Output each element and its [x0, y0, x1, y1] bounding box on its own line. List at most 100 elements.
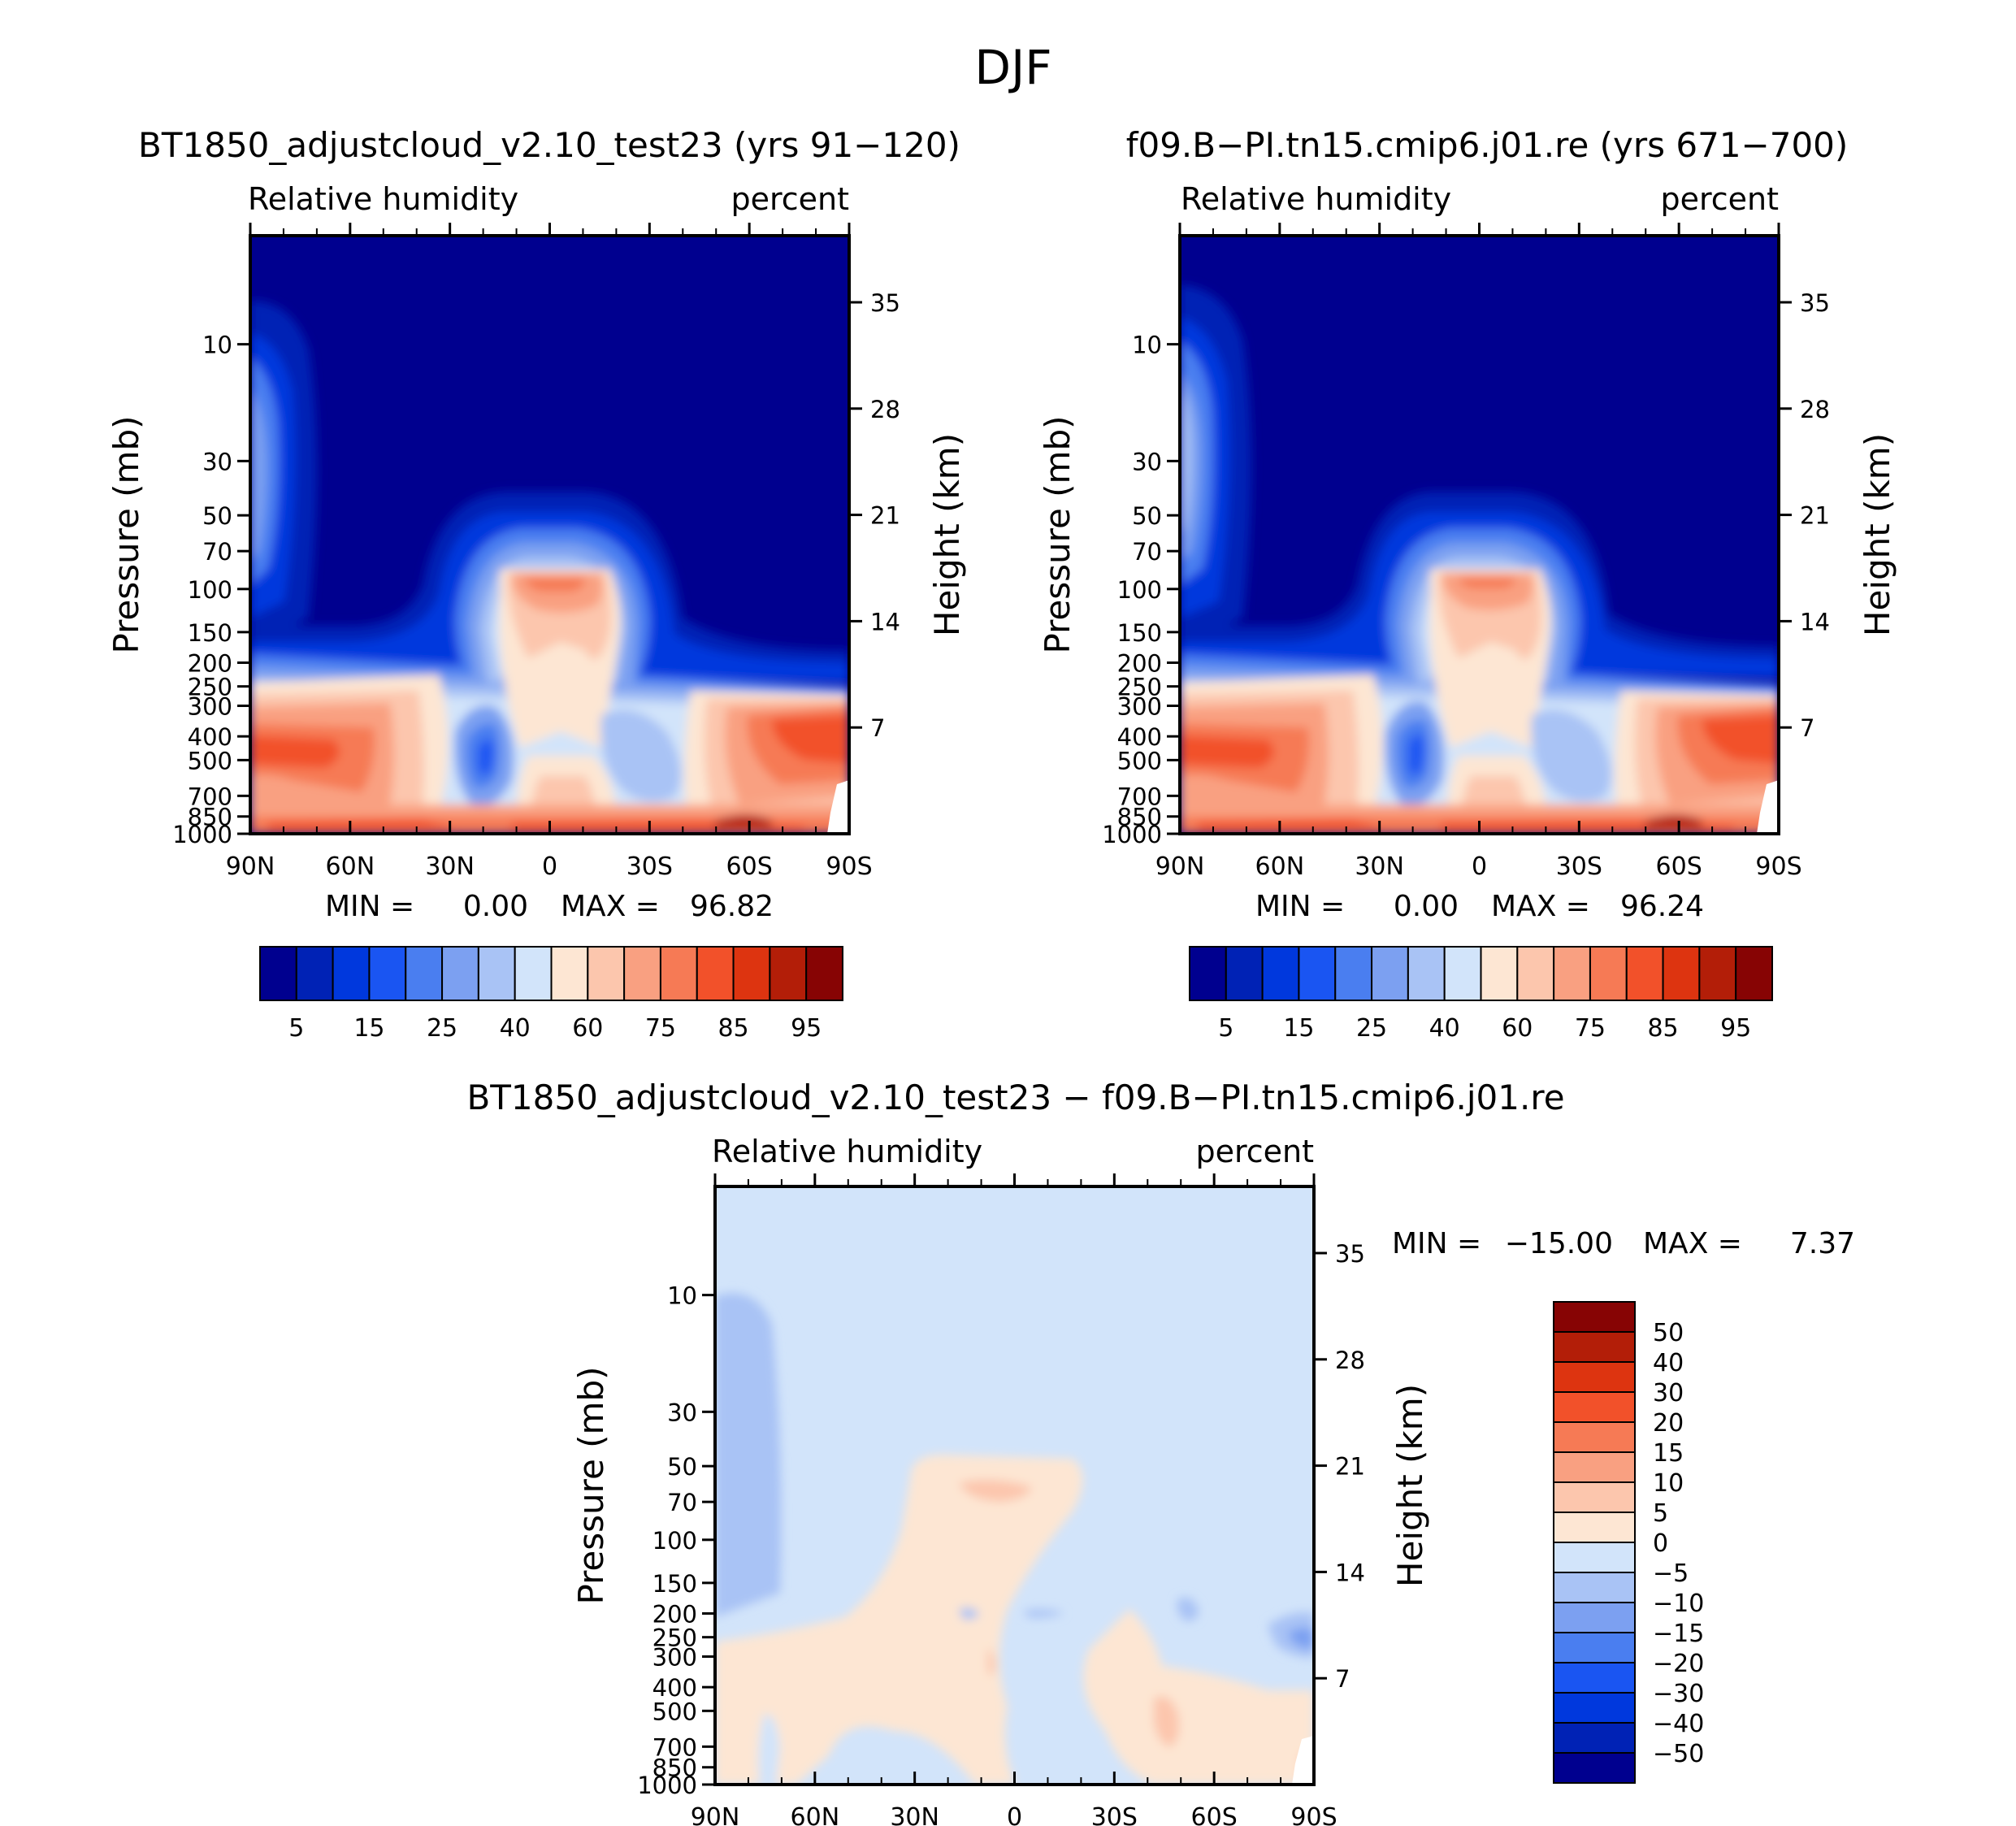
panel-1-colorbar-box — [696, 946, 735, 1001]
panel-2-ytick-right-label: 14 — [1800, 608, 1830, 635]
panel-1-max-label: MAX = — [561, 890, 660, 923]
panel-2-xtick-label: 30S — [1556, 852, 1602, 881]
panel-1: BT1850_adjustcloud_v2.10_test23 (yrs 91−… — [106, 125, 967, 1043]
panel-1-field — [250, 236, 849, 834]
panel-1-ytick-right-label: 21 — [870, 502, 900, 530]
panel-3-colorbar-box — [1553, 1722, 1636, 1754]
panel-3-ytick-label: 300 — [652, 1644, 697, 1672]
panel-3-xtick-label: 0 — [1007, 1803, 1022, 1826]
panel-2-colorbar-box — [1553, 946, 1591, 1001]
panel-2-ytick-label: 50 — [1132, 502, 1162, 530]
panel-2-min-value: 0.00 — [1394, 890, 1459, 923]
figure-title: DJF — [974, 40, 1051, 95]
panel-3-ytick-label: 200 — [652, 1600, 697, 1628]
panel-3-ytick-label: 150 — [652, 1570, 697, 1598]
panel-3-colorbar-box — [1553, 1542, 1636, 1573]
panel-1-ytick-label: 200 — [188, 649, 232, 677]
panel-2-ytick-label: 100 — [1117, 576, 1162, 604]
panel-1-ytick-right-label: 7 — [870, 714, 885, 742]
panel-1-ytick-label: 250 — [188, 674, 232, 701]
panel-2-ytick-right-label: 7 — [1800, 714, 1814, 742]
panel-2-colorbar-box — [1334, 946, 1373, 1001]
panel-1-colorbar-label: 60 — [572, 1014, 603, 1043]
panel-2-colorbar-label: 25 — [1356, 1014, 1387, 1043]
panel-1-ytick-label: 30 — [202, 448, 232, 475]
panel-2-colorbar: 5 15 25 40 60 75 85 95 — [1189, 946, 1773, 1043]
panel-1-min-value: 0.00 — [463, 890, 528, 923]
panel-2-colorbar-box — [1298, 946, 1337, 1001]
panel-2-ytick-label: 700 — [1117, 783, 1162, 810]
panel-3-max-value: 7.37 — [1790, 1227, 1855, 1260]
panel-1-colorbar-box — [659, 946, 698, 1001]
panel-3-colorbar-box — [1553, 1391, 1636, 1423]
panel-1-ytick-right-label: 14 — [870, 608, 900, 635]
panel-1-colorbar-box — [332, 946, 371, 1001]
panel-1-colorbar-box — [405, 946, 444, 1001]
panel-3-colorbar-box — [1553, 1451, 1636, 1483]
panel-2-ylabel: Pressure (mb) — [1038, 415, 1077, 653]
panel-3-colorbar-box — [1553, 1602, 1636, 1633]
panel-3-colorbar-label: 20 — [1653, 1409, 1684, 1438]
panel-2-units: percent — [1660, 181, 1779, 217]
panel-1-ytick-right-label: 28 — [870, 396, 900, 423]
panel-1-ytick-label: 850 — [188, 804, 232, 831]
panel-1-ylabel: Pressure (mb) — [106, 415, 146, 653]
panel-3-ytick-right-label: 14 — [1335, 1559, 1365, 1586]
panel-3-colorbar-label: 50 — [1653, 1319, 1684, 1347]
panel-3-ytick-label: 10 — [667, 1282, 697, 1310]
panel-1-colorbar-box — [623, 946, 661, 1001]
panel-3-ytick-label: 100 — [652, 1527, 697, 1555]
panel-3-max-label: MAX = — [1643, 1227, 1742, 1260]
panel-1-ytick-label: 70 — [202, 538, 232, 566]
panel-3-ytick-label: 400 — [652, 1674, 697, 1702]
panel-2-xtick-label: 60S — [1656, 852, 1702, 881]
panel-1-ytick-label: 100 — [188, 576, 232, 604]
panel-1-minmax: MIN = 0.00 MAX = 96.82 — [325, 890, 774, 923]
panel-1-xtick-label: 90N — [226, 852, 275, 881]
panel-1-colorbar-box — [368, 946, 407, 1001]
panel-2-xtick-label: 90N — [1155, 852, 1205, 881]
panel-3-ytick-label: 50 — [667, 1453, 697, 1481]
panel-3-colorbar-label: 15 — [1653, 1439, 1684, 1468]
panel-3-field — [715, 1186, 1314, 1785]
panel-2-colorbar-label: 60 — [1502, 1014, 1533, 1043]
panel-3-colorbar-box — [1553, 1331, 1636, 1363]
panel-1-variable: Relative humidity — [248, 181, 518, 217]
panel-3-colorbar-label: −40 — [1653, 1710, 1704, 1738]
panel-1-colorbar-label: 75 — [645, 1014, 676, 1043]
panel-3-colorbar-label: −30 — [1653, 1680, 1704, 1708]
panel-3-ytick-label: 30 — [667, 1399, 697, 1426]
panel-3-min-value: −15.00 — [1505, 1227, 1613, 1260]
panel-1-colorbar-label: 40 — [500, 1014, 531, 1043]
panel-3-ylabel: Pressure (mb) — [571, 1366, 611, 1604]
panel-2-colorbar-label: 40 — [1429, 1014, 1460, 1043]
panel-3-title: BT1850_adjustcloud_v2.10_test23 − f09.B−… — [466, 1078, 1564, 1117]
panel-3-ytick-label: 1000 — [637, 1772, 697, 1799]
panel-3-colorbar-label: −20 — [1653, 1650, 1704, 1678]
panel-1-title: BT1850_adjustcloud_v2.10_test23 (yrs 91−… — [138, 125, 960, 165]
panel-3-colorbar-label: 40 — [1653, 1349, 1684, 1377]
panel-2-colorbar-box — [1189, 946, 1227, 1001]
panel-3: BT1850_adjustcloud_v2.10_test23 − f09.B−… — [466, 1078, 1855, 1826]
panel-3-ytick-label: 850 — [652, 1754, 697, 1782]
panel-1-ytick-label: 400 — [188, 723, 232, 751]
panel-2-minmax: MIN = 0.00 MAX = 96.24 — [1255, 890, 1704, 923]
panel-2-axes: 90N 60N 30N 0 30S 60S 90S103050701001502002503… — [1102, 223, 1830, 881]
panel-2-ytick-label: 200 — [1117, 649, 1162, 677]
panel-3-minmax: MIN = −15.00 MAX = 7.37 — [1392, 1227, 1855, 1260]
panel-3-variable: Relative humidity — [712, 1134, 982, 1169]
panel-1-ytick-label: 500 — [188, 747, 232, 774]
panel-2-colorbar-label: 5 — [1218, 1014, 1233, 1043]
panel-2-ytick-right-label: 28 — [1800, 396, 1830, 423]
panel-2-ytick-label: 850 — [1117, 804, 1162, 831]
panel-2-colorbar-box — [1662, 946, 1701, 1001]
panel-1-ytick-right-label: 35 — [870, 289, 900, 317]
panel-1-xtick-label: 30N — [425, 852, 475, 881]
panel-2-ytick-label: 70 — [1132, 538, 1162, 566]
panel-3-colorbar-box — [1553, 1752, 1636, 1784]
panel-1-colorbar-box — [732, 946, 771, 1001]
panel-3-axes: 90N 60N 30N 0 30S 60S 90S103050701001502002503… — [637, 1173, 1365, 1826]
panel-3-colorbar-box — [1553, 1512, 1636, 1543]
panel-2-field — [1180, 236, 1779, 834]
